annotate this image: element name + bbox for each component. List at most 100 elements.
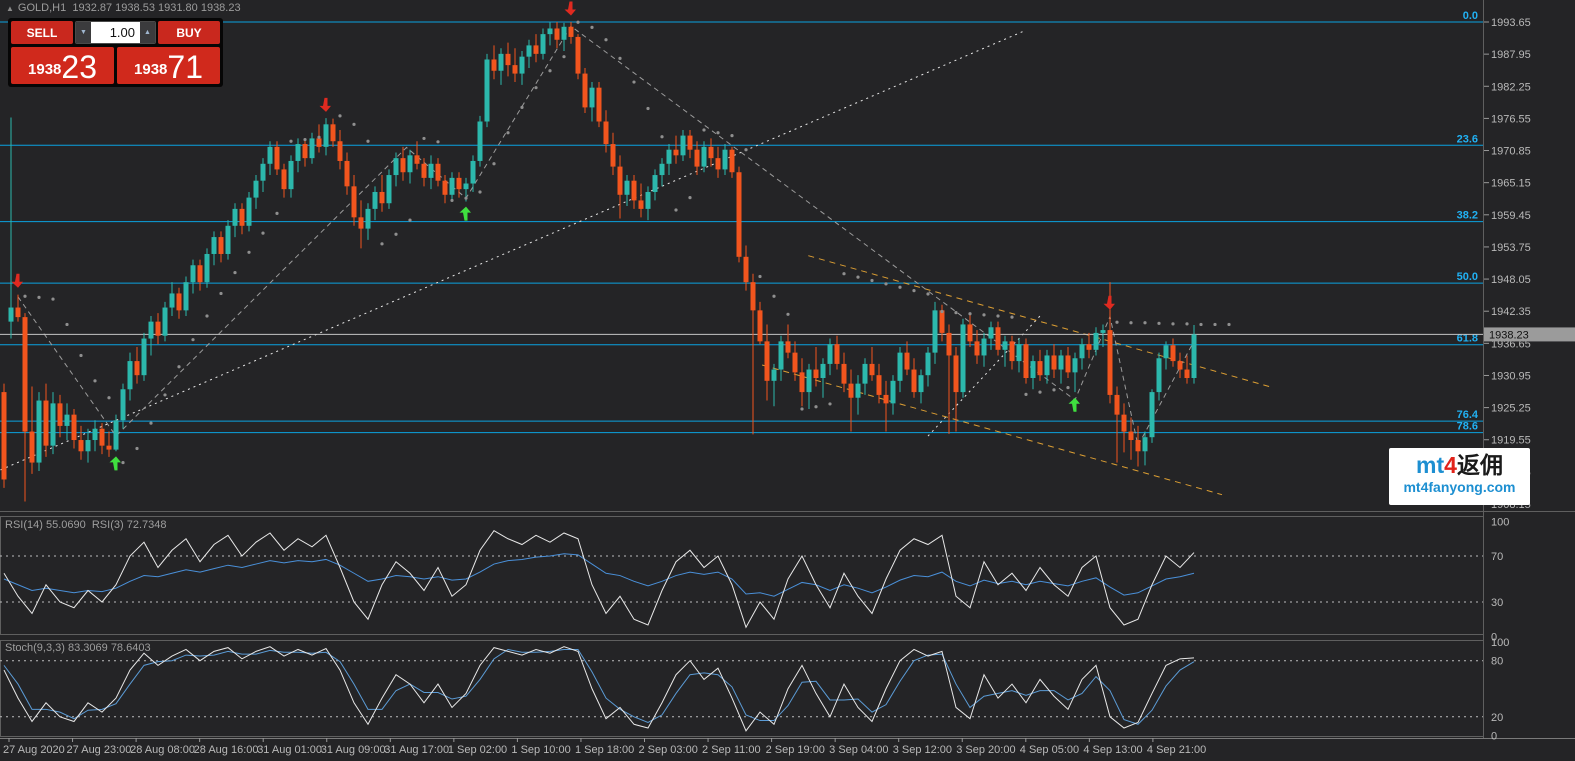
candle-127 xyxy=(890,380,896,404)
candle-12 xyxy=(85,440,91,452)
candle-86 xyxy=(603,121,609,145)
candle-91 xyxy=(638,200,644,209)
candle-148 xyxy=(1037,361,1043,376)
candle-150 xyxy=(1051,355,1057,370)
time-label: 4 Sep 13:00 xyxy=(1083,744,1142,756)
stoch-indicator-label: Stoch(9,3,3) 83.3069 78.6403 xyxy=(5,642,151,654)
rsi-scale-label: 30 xyxy=(1491,597,1503,609)
volume-decrease-button[interactable]: ▼ xyxy=(76,22,91,43)
candle-92 xyxy=(645,191,651,209)
candle-124 xyxy=(869,363,875,376)
candle-17 xyxy=(120,389,126,421)
candle-27 xyxy=(190,265,196,283)
candle-41 xyxy=(288,160,294,190)
candle-122 xyxy=(855,383,861,398)
candle-7 xyxy=(50,403,56,446)
price-tick-label: 1993.65 xyxy=(1491,17,1531,29)
candle-115 xyxy=(806,369,812,393)
candle-64 xyxy=(449,177,455,195)
candle-35 xyxy=(246,197,252,226)
candle-65 xyxy=(456,177,462,190)
stoch-scale-label: 80 xyxy=(1491,656,1503,668)
time-label: 31 Aug 01:00 xyxy=(257,744,322,756)
candle-164 xyxy=(1149,392,1155,438)
buy-button[interactable]: BUY xyxy=(158,21,220,44)
candle-94 xyxy=(659,163,665,176)
candle-134 xyxy=(939,310,945,333)
ohlc-open: 1932.87 xyxy=(72,2,113,14)
candle-144 xyxy=(1009,341,1015,362)
candle-139 xyxy=(974,341,980,356)
candle-120 xyxy=(841,363,847,384)
stoch-main-line xyxy=(3,646,1195,732)
candle-136 xyxy=(953,355,959,393)
candle-132 xyxy=(925,352,931,376)
candle-24 xyxy=(169,293,175,308)
ask-price-box[interactable]: 1938 71 xyxy=(117,47,220,84)
volume-increase-button[interactable]: ▲ xyxy=(140,22,155,43)
candle-105 xyxy=(736,172,742,257)
bid-price-box[interactable]: 1938 23 xyxy=(11,47,114,84)
candle-162 xyxy=(1135,440,1141,452)
candle-149 xyxy=(1044,355,1050,376)
candle-128 xyxy=(897,352,903,381)
candle-89 xyxy=(624,180,630,195)
price-tick-label: 1970.85 xyxy=(1491,146,1531,158)
candle-126 xyxy=(883,394,889,404)
candle-50 xyxy=(351,186,357,218)
candle-53 xyxy=(372,191,378,209)
candle-78 xyxy=(547,28,553,35)
candle-99 xyxy=(694,149,700,167)
candle-131 xyxy=(918,375,924,393)
candle-83 xyxy=(582,73,588,108)
candle-80 xyxy=(561,26,567,40)
sell-button[interactable]: SELL xyxy=(11,21,73,44)
candle-56 xyxy=(393,158,399,176)
candle-30 xyxy=(211,237,217,254)
time-label: 2 Sep 03:00 xyxy=(639,744,698,756)
rsi-scale-label: 70 xyxy=(1491,551,1503,563)
candle-160 xyxy=(1121,414,1127,432)
candle-106 xyxy=(743,256,749,283)
price-tick-label: 1987.95 xyxy=(1491,49,1531,61)
candle-6 xyxy=(43,400,49,446)
candle-60 xyxy=(421,163,427,178)
volume-input[interactable]: 1.00 xyxy=(91,22,140,43)
candle-158 xyxy=(1107,330,1113,395)
candle-49 xyxy=(344,160,350,187)
ask-price-prefix: 1938 xyxy=(134,61,168,78)
candle-155 xyxy=(1086,344,1092,350)
candle-19 xyxy=(134,361,140,376)
candle-3 xyxy=(22,317,28,432)
time-label: 1 Sep 18:00 xyxy=(575,744,634,756)
candle-110 xyxy=(771,369,777,381)
up-arrow-3 xyxy=(459,206,471,221)
candle-47 xyxy=(330,124,336,142)
candle-117 xyxy=(820,363,826,379)
bid-price-tag xyxy=(1484,327,1575,342)
candle-72 xyxy=(505,53,511,66)
candle-167 xyxy=(1170,345,1176,362)
candle-34 xyxy=(239,208,245,226)
candle-45 xyxy=(316,138,322,147)
ohlc-close: 1938.23 xyxy=(200,2,241,14)
candle-97 xyxy=(680,135,686,156)
candle-73 xyxy=(512,65,518,74)
candle-74 xyxy=(519,56,525,74)
time-label: 2 Sep 11:00 xyxy=(702,744,761,756)
collapse-triangle-icon[interactable]: ▲ xyxy=(6,4,14,13)
candle-68 xyxy=(477,121,483,161)
candle-141 xyxy=(988,327,994,339)
candle-152 xyxy=(1065,355,1071,373)
fib-label-61.8: 61.8 xyxy=(1457,333,1478,345)
price-tick-label: 1965.15 xyxy=(1491,178,1531,190)
candle-62 xyxy=(435,163,441,181)
candle-58 xyxy=(407,155,413,173)
stoch-scale-label: 0 xyxy=(1491,731,1497,743)
candle-10 xyxy=(71,414,77,441)
time-label: 1 Sep 10:00 xyxy=(511,744,570,756)
price-tick-label: 1919.55 xyxy=(1491,435,1531,447)
candle-119 xyxy=(834,344,840,364)
price-tick-label: 1948.05 xyxy=(1491,274,1531,286)
